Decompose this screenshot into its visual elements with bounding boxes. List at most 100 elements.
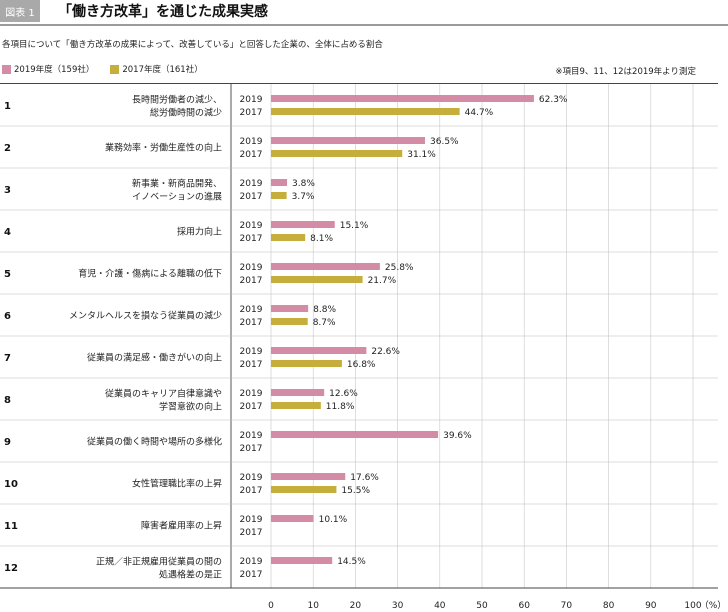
bar-2017 xyxy=(271,276,363,283)
bar-2017 xyxy=(271,192,287,199)
year-label-2017: 2017 xyxy=(240,276,263,286)
item-number: 1 xyxy=(4,101,11,112)
year-label-2017: 2017 xyxy=(240,360,263,370)
item-label: 採用力向上 xyxy=(177,226,222,238)
year-label-2017: 2017 xyxy=(240,528,263,538)
bar-2019 xyxy=(271,95,534,102)
legend-swatch-2019 xyxy=(2,64,11,74)
bar-value-2019: 15.1% xyxy=(340,221,369,231)
item-label: 従業員のキャリア自律意識や xyxy=(105,388,222,400)
bar-2017 xyxy=(271,318,308,325)
year-label-2019: 2019 xyxy=(240,263,263,273)
year-label-2019: 2019 xyxy=(240,179,263,189)
legend: 2019年度（159社） 2017年度（161社） xyxy=(2,63,219,75)
header-rule xyxy=(0,24,728,26)
bar-2019 xyxy=(271,557,333,564)
year-label-2019: 2019 xyxy=(240,305,263,315)
year-label-2019: 2019 xyxy=(240,431,263,441)
x-tick-label: 40 xyxy=(434,601,446,611)
bar-value-2019: 14.5% xyxy=(337,557,366,567)
item-number: 5 xyxy=(4,269,11,280)
x-tick-label: 50 xyxy=(476,601,488,611)
item-label: 学習意欲の向上 xyxy=(159,401,222,413)
bar-2019 xyxy=(271,179,288,186)
bar-2019 xyxy=(271,515,314,522)
bar-2019 xyxy=(271,137,426,144)
legend-item-2017: 2017年度（161社） xyxy=(110,63,203,75)
item-number: 12 xyxy=(4,563,18,574)
item-label: 育児・介護・傷病による離職の低下 xyxy=(78,268,222,280)
table-top-rule xyxy=(0,83,718,84)
item-label: 従業員の働く時間や場所の多様化 xyxy=(87,436,222,448)
x-tick-label: 90 xyxy=(645,601,657,611)
bar-2019 xyxy=(271,263,380,270)
bar-value-2019: 8.8% xyxy=(313,305,336,315)
year-label-2017: 2017 xyxy=(240,192,263,202)
year-label-2017: 2017 xyxy=(240,402,263,412)
item-label: 総労働時間の減少 xyxy=(150,107,222,119)
year-label-2019: 2019 xyxy=(240,515,263,525)
item-number: 2 xyxy=(4,143,11,154)
bar-value-2019: 39.6% xyxy=(443,431,472,441)
bar-value-2019: 17.6% xyxy=(350,473,379,483)
bar-2017 xyxy=(271,360,342,367)
bar-value-2019: 12.6% xyxy=(329,389,358,399)
x-tick-label: 10 xyxy=(307,601,319,611)
item-number: 7 xyxy=(4,353,11,364)
bar-2019 xyxy=(271,473,346,480)
bar-value-2017: 11.8% xyxy=(326,402,355,412)
year-label-2017: 2017 xyxy=(240,318,263,328)
x-tick-label: 80 xyxy=(603,601,615,611)
x-tick-label: 0 xyxy=(268,601,274,611)
year-label-2017: 2017 xyxy=(240,444,263,454)
item-number: 10 xyxy=(4,479,18,490)
bar-2019 xyxy=(271,305,309,312)
bar-value-2019: 25.8% xyxy=(385,263,414,273)
figure-label: 図表 1 xyxy=(0,0,40,22)
year-label-2019: 2019 xyxy=(240,347,263,357)
year-label-2017: 2017 xyxy=(240,234,263,244)
item-label: 正規／非正規雇用従業員の間の xyxy=(96,556,222,568)
item-label: 新事業・新商品開発、 xyxy=(132,178,222,190)
x-tick-label: 60 xyxy=(518,601,530,611)
x-unit-label: （%） xyxy=(700,600,727,611)
year-label-2017: 2017 xyxy=(240,150,263,160)
bar-value-2017: 8.7% xyxy=(313,318,336,328)
bar-value-2017: 3.7% xyxy=(292,192,315,202)
x-tick-label: 70 xyxy=(561,601,573,611)
figure-title: 「働き方改革」を通じた成果実感 xyxy=(58,4,268,20)
bar-value-2019: 10.1% xyxy=(319,515,348,525)
year-label-2019: 2019 xyxy=(240,557,263,567)
bar-value-2017: 16.8% xyxy=(347,360,376,370)
bar-2019 xyxy=(271,431,439,438)
bar-value-2019: 62.3% xyxy=(539,95,568,105)
item-number: 9 xyxy=(4,437,11,448)
legend-label-2017: 2017年度（161社） xyxy=(122,65,203,75)
item-label: メンタルヘルスを損なう従業員の減少 xyxy=(69,310,222,322)
bar-2019 xyxy=(271,389,325,396)
bar-value-2017: 8.1% xyxy=(310,234,333,244)
x-tick-label: 100 xyxy=(684,601,701,611)
item-label: 長時間労働者の減少、 xyxy=(132,94,222,106)
item-number: 6 xyxy=(4,311,11,322)
item-number: 8 xyxy=(4,395,11,406)
year-label-2017: 2017 xyxy=(240,486,263,496)
bar-2017 xyxy=(271,234,306,241)
item-label: 従業員の満足感・働きがいの向上 xyxy=(87,352,222,364)
x-tick-label: 20 xyxy=(350,601,362,611)
item-label: 女性管理職比率の上昇 xyxy=(132,478,222,490)
bar-value-2019: 36.5% xyxy=(430,137,459,147)
year-label-2019: 2019 xyxy=(240,389,263,399)
bar-2019 xyxy=(271,347,367,354)
item-label: 処遇格差の是正 xyxy=(159,569,222,581)
chart-note: ※項目9、11、12は2019年より測定 xyxy=(555,67,696,77)
bar-value-2019: 22.6% xyxy=(371,347,400,357)
year-label-2017: 2017 xyxy=(240,570,263,580)
item-number: 3 xyxy=(4,185,11,196)
item-label: 業務効率・労働生産性の向上 xyxy=(105,142,222,154)
chart-subtitle: 各項目について「働き方改革の成果によって、改善している」と回答した企業の、全体に… xyxy=(2,40,383,50)
year-label-2019: 2019 xyxy=(240,137,263,147)
item-number: 11 xyxy=(4,521,18,532)
bar-2017 xyxy=(271,486,337,493)
